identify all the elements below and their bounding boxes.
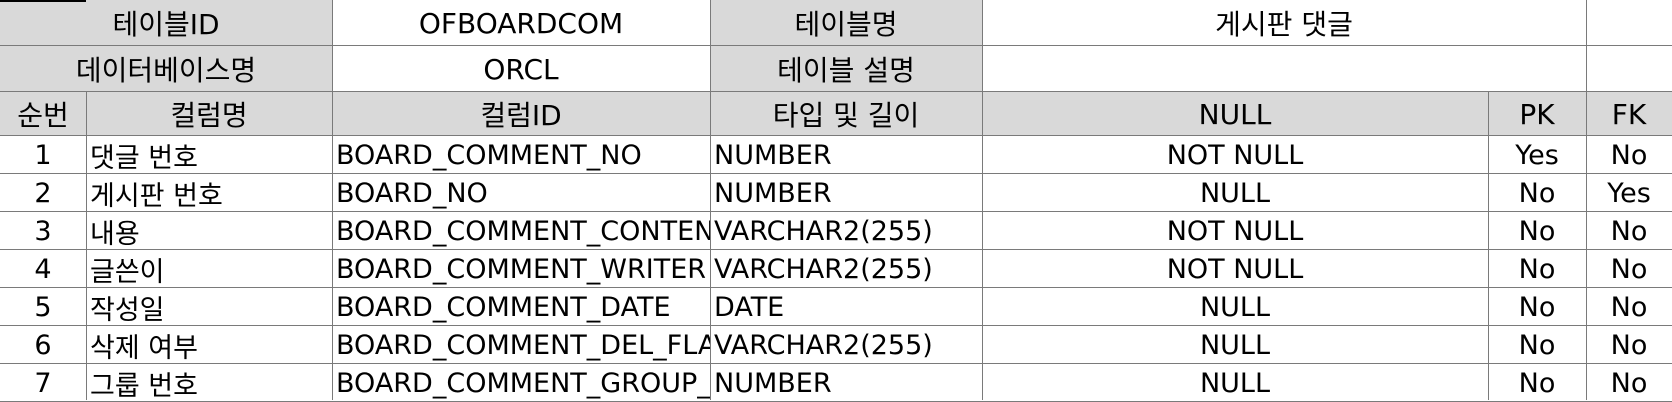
cell-type-length[interactable]: VARCHAR2(255): [714, 253, 933, 285]
cell-column-name[interactable]: 내용: [90, 218, 140, 250]
cell-column-name[interactable]: 삭제 여부: [90, 332, 198, 364]
cell-seq[interactable]: 4: [34, 253, 52, 285]
cell-fk[interactable]: No: [1610, 329, 1648, 361]
cell-type-length[interactable]: NUMBER: [714, 177, 832, 209]
cell-column-id[interactable]: BOARD_COMMENT_DATE: [336, 291, 671, 323]
cell-nullable[interactable]: NOT NULL: [1166, 253, 1304, 285]
cell-column-id[interactable]: BOARD_COMMENT_GROUP_NO: [336, 367, 710, 399]
grid-line: [0, 135, 1672, 136]
cell-seq[interactable]: 7: [34, 367, 52, 399]
cell-fk[interactable]: No: [1610, 215, 1648, 247]
cell-type-length[interactable]: DATE: [714, 291, 785, 323]
database-name-value[interactable]: ORCL: [483, 52, 559, 86]
cell-fk[interactable]: No: [1610, 291, 1648, 323]
cell-nullable[interactable]: NULL: [1199, 367, 1271, 399]
cell-fk[interactable]: No: [1610, 367, 1648, 399]
header-pk: PK: [1488, 92, 1586, 136]
cell-pk[interactable]: No: [1518, 291, 1556, 323]
cell-seq[interactable]: 6: [34, 329, 52, 361]
header-fk: FK: [1586, 92, 1672, 136]
table-id-label: 테이블ID: [0, 0, 332, 46]
cell-nullable[interactable]: NOT NULL: [1166, 215, 1304, 247]
cell-seq[interactable]: 2: [34, 177, 52, 209]
header-column-name: 컬럼명: [86, 92, 332, 136]
table-name-extra-cell[interactable]: [1586, 0, 1672, 46]
grid-line: [0, 287, 1672, 288]
cell-pk[interactable]: No: [1518, 177, 1556, 209]
cell-nullable[interactable]: NOT NULL: [1166, 139, 1304, 171]
cell-pk[interactable]: Yes: [1515, 139, 1559, 171]
table-description-value[interactable]: [982, 46, 1586, 92]
cell-column-id[interactable]: BOARD_COMMENT_CONTENT: [336, 215, 710, 247]
table-id-value[interactable]: OFBOARDCOM: [418, 6, 624, 40]
cell-fk[interactable]: No: [1610, 253, 1648, 285]
cell-column-name[interactable]: 작성일: [90, 294, 165, 326]
table-description-label: 테이블 설명: [710, 46, 982, 92]
cell-type-length[interactable]: VARCHAR2(255): [714, 329, 933, 361]
cell-nullable[interactable]: NULL: [1199, 177, 1271, 209]
cell-pk[interactable]: No: [1518, 253, 1556, 285]
cell-pk[interactable]: No: [1518, 329, 1556, 361]
grid-line: [710, 0, 711, 400]
cell-fk[interactable]: Yes: [1607, 177, 1651, 209]
table-name-label: 테이블명: [710, 0, 982, 46]
cell-column-id[interactable]: BOARD_NO: [336, 177, 488, 209]
cell-pk[interactable]: No: [1518, 215, 1556, 247]
cell-type-length[interactable]: VARCHAR2(255): [714, 215, 933, 247]
grid-line: [0, 363, 1672, 364]
header-seq: 순번: [0, 92, 86, 136]
cell-column-name[interactable]: 게시판 번호: [90, 180, 223, 212]
cell-type-length[interactable]: NUMBER: [714, 367, 832, 399]
grid-line: [0, 249, 1672, 250]
cell-nullable[interactable]: NULL: [1199, 291, 1271, 323]
cell-column-name[interactable]: 댓글 번호: [90, 142, 198, 174]
header-type-length: 타입 및 길이: [710, 92, 982, 136]
cell-pk[interactable]: No: [1518, 367, 1556, 399]
grid-line: [0, 45, 1672, 46]
cell-seq[interactable]: 3: [34, 215, 52, 247]
selection-corner-mark: [0, 0, 86, 2]
grid-line: [0, 91, 1672, 92]
database-name-label: 데이터베이스명: [0, 46, 332, 92]
grid-line: [1586, 0, 1587, 400]
cell-column-id[interactable]: BOARD_COMMENT_NO: [336, 139, 642, 171]
table-name-value[interactable]: 게시판 댓글: [1215, 8, 1353, 41]
cell-type-length[interactable]: NUMBER: [714, 139, 832, 171]
grid-line: [0, 325, 1672, 326]
header-nullable: NULL: [982, 92, 1488, 136]
cell-seq[interactable]: 5: [34, 291, 52, 323]
grid-line: [1488, 92, 1489, 400]
cell-seq[interactable]: 1: [34, 139, 52, 171]
grid-line: [86, 92, 87, 400]
grid-line: [982, 0, 983, 400]
table-description-extra-cell[interactable]: [1586, 46, 1672, 92]
cell-column-name[interactable]: 그룹 번호: [90, 370, 198, 402]
grid-line: [0, 211, 1672, 212]
header-column-id: 컬럼ID: [332, 92, 710, 136]
cell-column-id[interactable]: BOARD_COMMENT_DEL_FLAG: [336, 329, 710, 361]
grid-line: [332, 0, 333, 400]
cell-nullable[interactable]: NULL: [1199, 329, 1271, 361]
cell-column-name[interactable]: 글쓴이: [90, 256, 165, 288]
cell-fk[interactable]: No: [1610, 139, 1648, 171]
grid-line: [0, 173, 1672, 174]
cell-column-id[interactable]: BOARD_COMMENT_WRITER: [336, 253, 707, 285]
